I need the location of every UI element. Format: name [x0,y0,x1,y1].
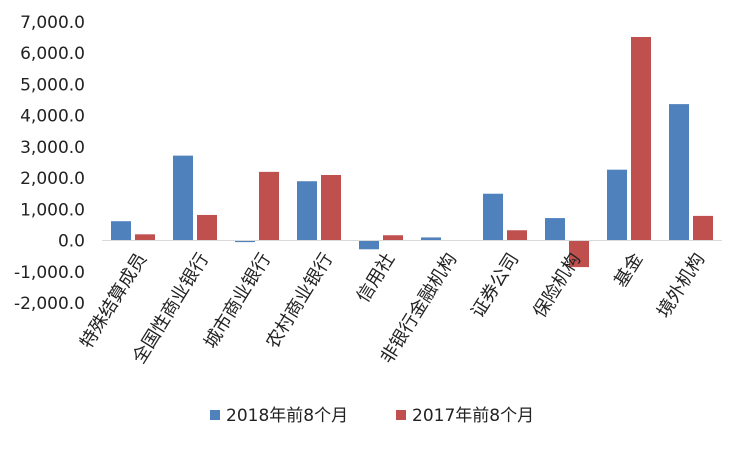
y-tick-label: 7,000.0 [20,13,85,33]
bar-2017-2 [259,171,279,241]
bar-2017-6 [507,230,527,241]
bar-2018-3 [297,181,317,241]
bar-2018-1 [173,155,193,241]
x-tick-label: 农村商业银行 [262,250,337,353]
y-tick-label: -1,000.0 [14,263,85,283]
bar-2017-8 [631,36,651,241]
y-tick-label: 6,000.0 [20,44,85,64]
bar-2017-3 [321,174,341,241]
x-tick-label: 基金 [610,250,647,292]
x-tick-label: 证券公司 [467,250,523,322]
bar-2018-8 [607,169,627,241]
legend-label-2017: 2017年前8个月 [412,406,534,426]
y-tick-label: 1,000.0 [20,200,85,220]
y-tick-label: 2,000.0 [20,169,85,189]
bar-2017-1 [197,214,217,241]
y-tick-label: 3,000.0 [20,138,85,158]
bars-group [111,36,713,268]
bar-2017-9 [693,215,713,241]
y-tick-label: -2,000.0 [14,294,85,314]
y-tick-label: 5,000.0 [20,75,85,95]
bar-2017-4 [383,235,403,241]
bar-2018-5 [421,237,441,241]
x-axis-ticks: 特殊结算成员全国性商业银行城市商业银行农村商业银行 信用社非银行金融机构 证券公司保… [76,250,709,368]
bar-2018-9 [669,104,689,241]
x-tick-label: 信用社 [353,250,399,307]
bar-2018-6 [483,193,503,241]
bar-2018-4 [359,240,379,250]
bar-2017-7 [569,240,589,268]
legend-label-2018: 2018年前8个月 [226,406,348,426]
legend: 2018年前8个月 2017年前8个月 [210,406,534,426]
y-tick-label: 4,000.0 [20,107,85,127]
y-axis-ticks: 7,000.0 6,000.0 5,000.0 4,000.0 3,000.0 2,000… [14,13,85,314]
x-tick-label: 保险机构 [529,250,585,322]
bar-2017-0 [135,234,155,241]
bar-2018-2 [235,240,255,243]
legend-swatch-2017 [396,410,406,420]
bar-2018-7 [545,218,565,241]
legend-swatch-2018 [210,410,220,420]
x-tick-label: 境外机构 [653,250,709,322]
bar-2018-0 [111,221,131,241]
y-tick-label: 0.0 [58,232,85,252]
